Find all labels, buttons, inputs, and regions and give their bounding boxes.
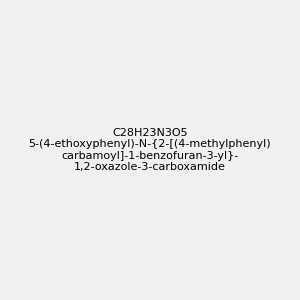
Text: C28H23N3O5
5-(4-ethoxyphenyl)-N-{2-[(4-methylphenyl)
carbamoyl]-1-benzofuran-3-y: C28H23N3O5 5-(4-ethoxyphenyl)-N-{2-[(4-m… bbox=[29, 128, 271, 172]
